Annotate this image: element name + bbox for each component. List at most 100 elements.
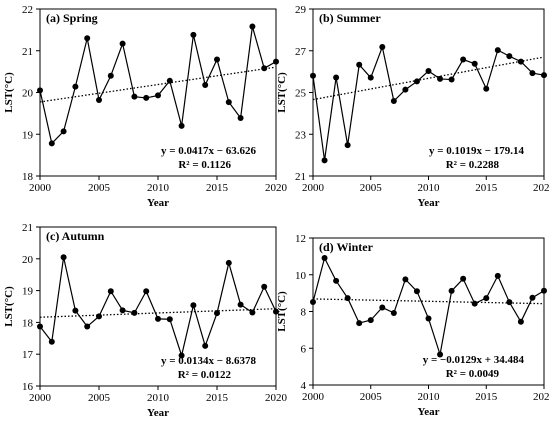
summer-y-axis-label: LST(°C): [276, 72, 288, 113]
winter-data-point: [379, 304, 386, 311]
winter-y-tick-label: 10: [295, 270, 307, 282]
panel-summer: 2000 2005 2010 2015 2020 21 23 25 27 29 Year LST(°C…: [276, 4, 550, 209]
autumn-data-point: [249, 309, 256, 316]
autumn-data-point: [225, 259, 232, 266]
spring-data-point: [72, 83, 79, 90]
winter-data-point: [390, 309, 397, 316]
summer-data-point: [494, 47, 501, 54]
spring-data-point: [48, 140, 55, 147]
autumn-x-tick-label: 2020: [265, 392, 288, 404]
summer-data-point: [460, 56, 467, 63]
summer-x-tick-label: 2020: [533, 182, 550, 194]
winter-data-point: [321, 255, 328, 262]
spring-data-point: [143, 94, 150, 101]
spring-data-point: [202, 81, 209, 88]
winter-data-point: [333, 277, 340, 284]
winter-data-point: [402, 276, 409, 283]
summer-trend-r2: R² = 0.2288: [446, 159, 500, 171]
summer-data-point: [321, 157, 328, 164]
summer-x-tick-label: 2010: [418, 182, 441, 194]
spring-data-point: [237, 114, 244, 121]
summer-trend-line: [312, 56, 545, 101]
spring-x-axis-label: Year: [147, 197, 169, 209]
summer-data-point: [448, 76, 455, 83]
winter-x-tick-label: 2015: [475, 391, 498, 403]
panel-winter: 2000 2005 2010 2015 2020 4 6 8 10 12 Year LST(°C) (d…: [276, 233, 550, 418]
winter-x-tick-label: 2005: [360, 391, 383, 403]
summer-data-point: [367, 74, 374, 81]
spring-x-tick-label: 2005: [88, 182, 111, 194]
spring-data-point: [107, 72, 114, 79]
autumn-data-point: [107, 288, 114, 295]
winter-data-point: [471, 300, 478, 307]
summer-data-point: [506, 53, 513, 60]
autumn-data-point: [178, 352, 185, 359]
spring-x-tick-label: 2020: [265, 182, 288, 194]
winter-data-point: [310, 298, 316, 305]
summer-data-point: [333, 74, 340, 81]
autumn-data-point: [72, 307, 79, 314]
autumn-data-point: [155, 315, 161, 322]
spring-data-point: [190, 31, 197, 38]
summer-data-point: [529, 70, 536, 77]
spring-data-point: [225, 99, 232, 106]
panel-autumn: 2000 2005 2010 2015 2020 16 17 18 19 20 21 Year LST(…: [3, 222, 288, 419]
winter-data-point: [494, 272, 501, 279]
spring-data-point: [131, 93, 138, 100]
winter-data-point: [483, 295, 490, 302]
winter-y-axis-label: LST(°C): [276, 291, 288, 332]
winter-data-point: [367, 317, 374, 324]
spring-x-tick-label: 2010: [147, 182, 170, 194]
spring-y-axis-label: LST(°C): [3, 72, 15, 113]
winter-trend-line: [312, 298, 545, 305]
autumn-y-tick-label: 20: [22, 254, 34, 266]
summer-data-point: [310, 72, 316, 79]
spring-y-tick-label: 19: [22, 129, 34, 141]
winter-y-tick-label: 12: [295, 233, 306, 245]
winter-data-point: [437, 351, 444, 358]
summer-data-point: [517, 58, 524, 65]
autumn-data-point: [166, 316, 173, 323]
autumn-data-point: [143, 288, 150, 295]
summer-data-point: [390, 98, 397, 105]
autumn-data-point: [37, 323, 43, 330]
autumn-data-point: [84, 323, 91, 330]
winter-trend-r2: R² = 0.0049: [446, 368, 500, 380]
winter-data-point: [506, 299, 513, 306]
summer-y-tick-label: 21: [295, 171, 306, 183]
summer-data-point: [483, 85, 490, 92]
panel-spring: 2000 2005 2010 2015 2020 18 19 20 21 22 Year LST(°C…: [3, 4, 288, 209]
spring-data-point: [155, 92, 161, 99]
autumn-y-tick-label: 17: [22, 349, 34, 361]
spring-data-point: [119, 40, 126, 47]
spring-x-tick-label: 2000: [29, 182, 52, 194]
autumn-data-point: [273, 308, 279, 315]
summer-y-tick-label: 23: [295, 129, 307, 141]
summer-data-point: [402, 86, 409, 93]
winter-data-point: [344, 295, 351, 302]
autumn-data-point: [261, 283, 268, 290]
winter-y-tick-label: 4: [301, 380, 307, 392]
summer-data-point: [344, 142, 351, 149]
spring-data-point: [261, 65, 268, 72]
summer-y-tick-label: 25: [295, 88, 307, 100]
winter-x-tick-label: 2020: [533, 391, 550, 403]
spring-data-point: [273, 58, 279, 65]
autumn-data-point: [48, 338, 55, 345]
autumn-y-axis-label: LST(°C): [3, 286, 15, 327]
spring-y-tick-label: 20: [22, 88, 34, 100]
spring-y-tick-label: 18: [22, 171, 34, 183]
autumn-y-tick-label: 21: [22, 222, 33, 234]
winter-x-axis-label: Year: [418, 406, 440, 418]
winter-data-point: [460, 275, 467, 282]
autumn-data-point: [190, 302, 197, 309]
summer-trend-equation: y = 0.1019x − 179.14: [429, 145, 525, 157]
summer-y-tick-label: 27: [295, 46, 307, 58]
spring-data-point: [249, 23, 256, 30]
autumn-trend-equation: y = 0.0134x − 8.6378: [161, 355, 257, 367]
summer-data-point: [379, 43, 386, 50]
spring-data-point: [60, 128, 67, 135]
spring-trend-r2: R² = 0.1126: [178, 159, 231, 171]
summer-data-point: [437, 75, 444, 82]
